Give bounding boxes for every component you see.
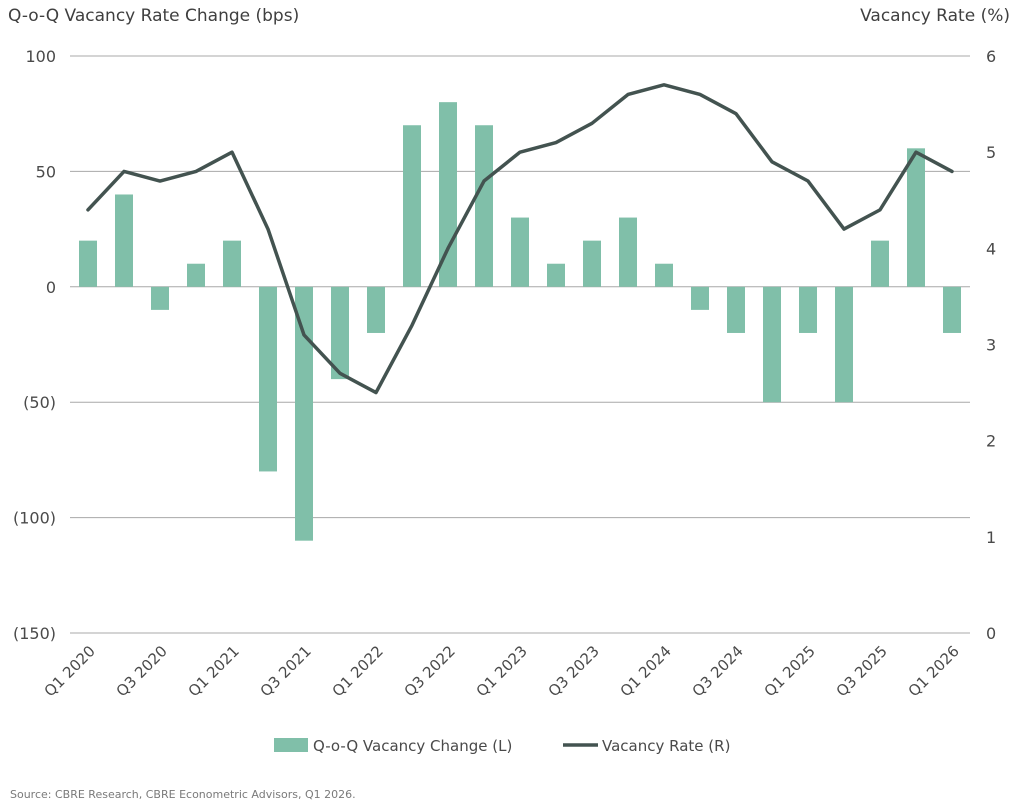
- legend-line-label: Vacancy Rate (R): [602, 737, 730, 755]
- left-tick-label: (100): [13, 509, 56, 528]
- bar: [871, 240, 889, 287]
- x-tick-label: Q1 2025: [761, 642, 819, 700]
- right-tick-label: 1: [986, 528, 996, 547]
- bar: [835, 286, 853, 403]
- bar: [799, 286, 817, 333]
- legend-bar-swatch: [274, 738, 308, 752]
- vacancy-rate-line: [86, 83, 954, 395]
- right-tick-label: 3: [986, 336, 996, 355]
- legend: Q-o-Q Vacancy Change (L) Vacancy Rate (R): [274, 737, 730, 755]
- right-tick-label: 5: [986, 143, 996, 162]
- right-tick-label: 4: [986, 239, 996, 258]
- x-tick-label: Q1 2026: [905, 642, 963, 700]
- source-note: Source: CBRE Research, CBRE Econometric …: [10, 788, 356, 801]
- bar: [403, 125, 421, 287]
- x-tick-label: Q1 2020: [41, 642, 99, 700]
- line-series: [86, 83, 954, 395]
- bar: [331, 286, 349, 380]
- bar: [655, 263, 673, 287]
- left-axis-ticks: 100 50 0 (50) (100) (150): [13, 47, 56, 643]
- bar: [691, 286, 709, 310]
- right-axis-ticks: 6 5 4 3 2 1 0: [986, 47, 996, 643]
- bar: [907, 148, 925, 287]
- bar: [727, 286, 745, 333]
- x-tick-label: Q3 2025: [833, 642, 891, 700]
- x-tick-label: Q1 2022: [329, 642, 387, 700]
- right-tick-label: 2: [986, 432, 996, 451]
- bar: [151, 286, 169, 310]
- left-tick-label: 50: [36, 162, 56, 181]
- x-tick-label: Q3 2020: [113, 642, 171, 700]
- bar-series: [79, 102, 961, 541]
- bar: [187, 263, 205, 287]
- left-tick-label: 0: [46, 278, 56, 297]
- right-tick-label: 6: [986, 47, 996, 66]
- bar: [259, 286, 277, 472]
- grid-layer: [70, 55, 970, 634]
- bar: [583, 240, 601, 287]
- bar: [943, 286, 961, 333]
- bar: [295, 286, 313, 541]
- x-tick-label: Q1 2023: [473, 642, 531, 700]
- x-tick-label: Q3 2024: [689, 642, 747, 700]
- bar: [367, 286, 385, 333]
- right-tick-label: 0: [986, 624, 996, 643]
- x-tick-label: Q3 2023: [545, 642, 603, 700]
- left-tick-label: (50): [23, 393, 56, 412]
- left-tick-label: (150): [13, 624, 56, 643]
- left-axis-title: Q-o-Q Vacancy Rate Change (bps): [8, 6, 300, 26]
- bar: [115, 194, 133, 287]
- x-tick-label: Q3 2022: [401, 642, 459, 700]
- left-tick-label: 100: [25, 47, 56, 66]
- bar: [475, 125, 493, 287]
- bar: [763, 286, 781, 403]
- bar: [511, 217, 529, 287]
- x-tick-label: Q1 2021: [185, 642, 243, 700]
- x-axis-ticks: Q1 2020 Q3 2020 Q1 2021 Q3 2021 Q1 2022 Q3 20…: [41, 642, 963, 700]
- bar: [223, 240, 241, 287]
- legend-bar-label: Q-o-Q Vacancy Change (L): [313, 737, 512, 755]
- right-axis-title: Vacancy Rate (%): [860, 6, 1010, 26]
- bar: [547, 263, 565, 287]
- x-tick-label: Q1 2024: [617, 642, 675, 700]
- bar: [619, 217, 637, 287]
- x-tick-label: Q3 2021: [257, 642, 315, 700]
- bar: [79, 240, 97, 287]
